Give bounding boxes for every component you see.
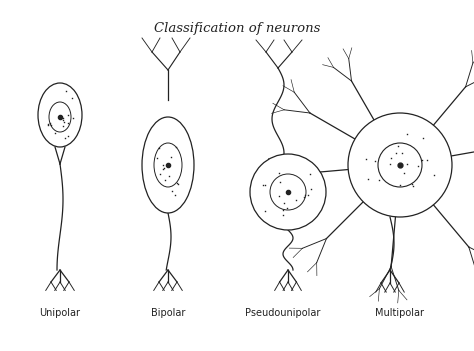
Ellipse shape [154,143,182,187]
Text: Pseudounipolar: Pseudounipolar [246,308,321,318]
Text: Bipolar: Bipolar [151,308,185,318]
Text: Unipolar: Unipolar [39,308,81,318]
Circle shape [348,113,452,217]
Text: Classification of neurons: Classification of neurons [154,22,320,35]
Circle shape [378,143,422,187]
Ellipse shape [49,102,71,132]
Ellipse shape [142,117,194,213]
Circle shape [250,154,326,230]
Text: Multipolar: Multipolar [375,308,425,318]
Ellipse shape [38,83,82,147]
Circle shape [270,174,306,210]
